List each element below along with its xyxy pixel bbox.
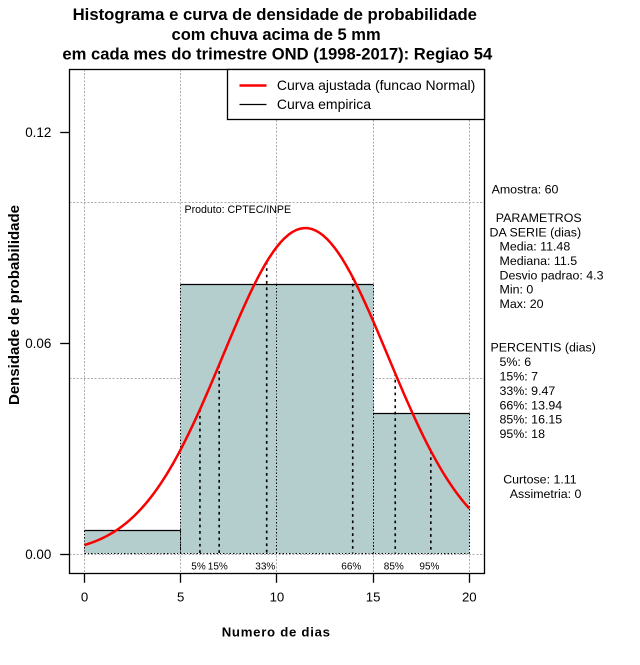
svg-text:5%: 5% xyxy=(191,562,206,573)
svg-text:33%: 9.47: 33%: 9.47 xyxy=(500,384,556,398)
svg-text:com chuva acima de 5 mm: com chuva acima de 5 mm xyxy=(172,26,381,44)
svg-text:66%: 13.94: 66%: 13.94 xyxy=(500,398,563,412)
svg-text:15%: 15% xyxy=(208,562,228,573)
svg-text:Numero de dias: Numero de dias xyxy=(222,624,331,639)
svg-text:Desvio padrao: 4.3: Desvio padrao: 4.3 xyxy=(500,268,604,282)
svg-text:Amostra: 60: Amostra: 60 xyxy=(492,182,559,196)
svg-text:5: 5 xyxy=(177,590,184,605)
svg-text:15: 15 xyxy=(366,590,381,605)
svg-text:Densidade de probabilidade: Densidade de probabilidade xyxy=(6,205,23,405)
svg-text:Mediana: 11.5: Mediana: 11.5 xyxy=(500,254,578,268)
svg-text:DA SERIE (dias): DA SERIE (dias) xyxy=(490,225,582,239)
svg-text:em cada mes do trimestre OND (: em cada mes do trimestre OND (1998-2017)… xyxy=(62,44,493,63)
svg-text:PERCENTIS (dias): PERCENTIS (dias) xyxy=(491,341,596,355)
svg-text:PARAMETROS: PARAMETROS xyxy=(496,211,582,225)
svg-text:Min: 0: Min: 0 xyxy=(500,283,534,297)
svg-text:20: 20 xyxy=(462,590,477,605)
svg-text:0.12: 0.12 xyxy=(25,125,51,140)
svg-text:Produto: CPTEC/INPE: Produto: CPTEC/INPE xyxy=(185,204,292,216)
svg-text:Media: 11.48: Media: 11.48 xyxy=(500,240,571,254)
svg-text:5%: 6: 5%: 6 xyxy=(500,355,532,369)
svg-text:0.00: 0.00 xyxy=(25,547,51,562)
svg-text:Curva empirica: Curva empirica xyxy=(277,96,371,112)
svg-text:85%: 85% xyxy=(384,562,404,573)
svg-text:Assimetria: 0: Assimetria: 0 xyxy=(510,487,582,501)
svg-text:33%: 33% xyxy=(255,562,275,573)
svg-text:85%: 16.15: 85%: 16.15 xyxy=(500,413,563,427)
svg-text:95%: 18: 95%: 18 xyxy=(500,427,546,441)
svg-text:10: 10 xyxy=(270,590,285,605)
svg-text:15%: 7: 15%: 7 xyxy=(500,370,539,384)
svg-text:Histograma e curva de densidad: Histograma e curva de densidade de proba… xyxy=(73,5,477,24)
svg-text:Max: 20: Max: 20 xyxy=(500,297,544,311)
svg-text:Curtose: 1.11: Curtose: 1.11 xyxy=(503,473,577,487)
svg-text:95%: 95% xyxy=(419,562,439,573)
svg-text:0.06: 0.06 xyxy=(25,336,51,351)
svg-text:Curva ajustada (funcao Normal): Curva ajustada (funcao Normal) xyxy=(277,77,475,93)
svg-text:66%: 66% xyxy=(341,562,361,573)
svg-text:0: 0 xyxy=(81,590,88,605)
